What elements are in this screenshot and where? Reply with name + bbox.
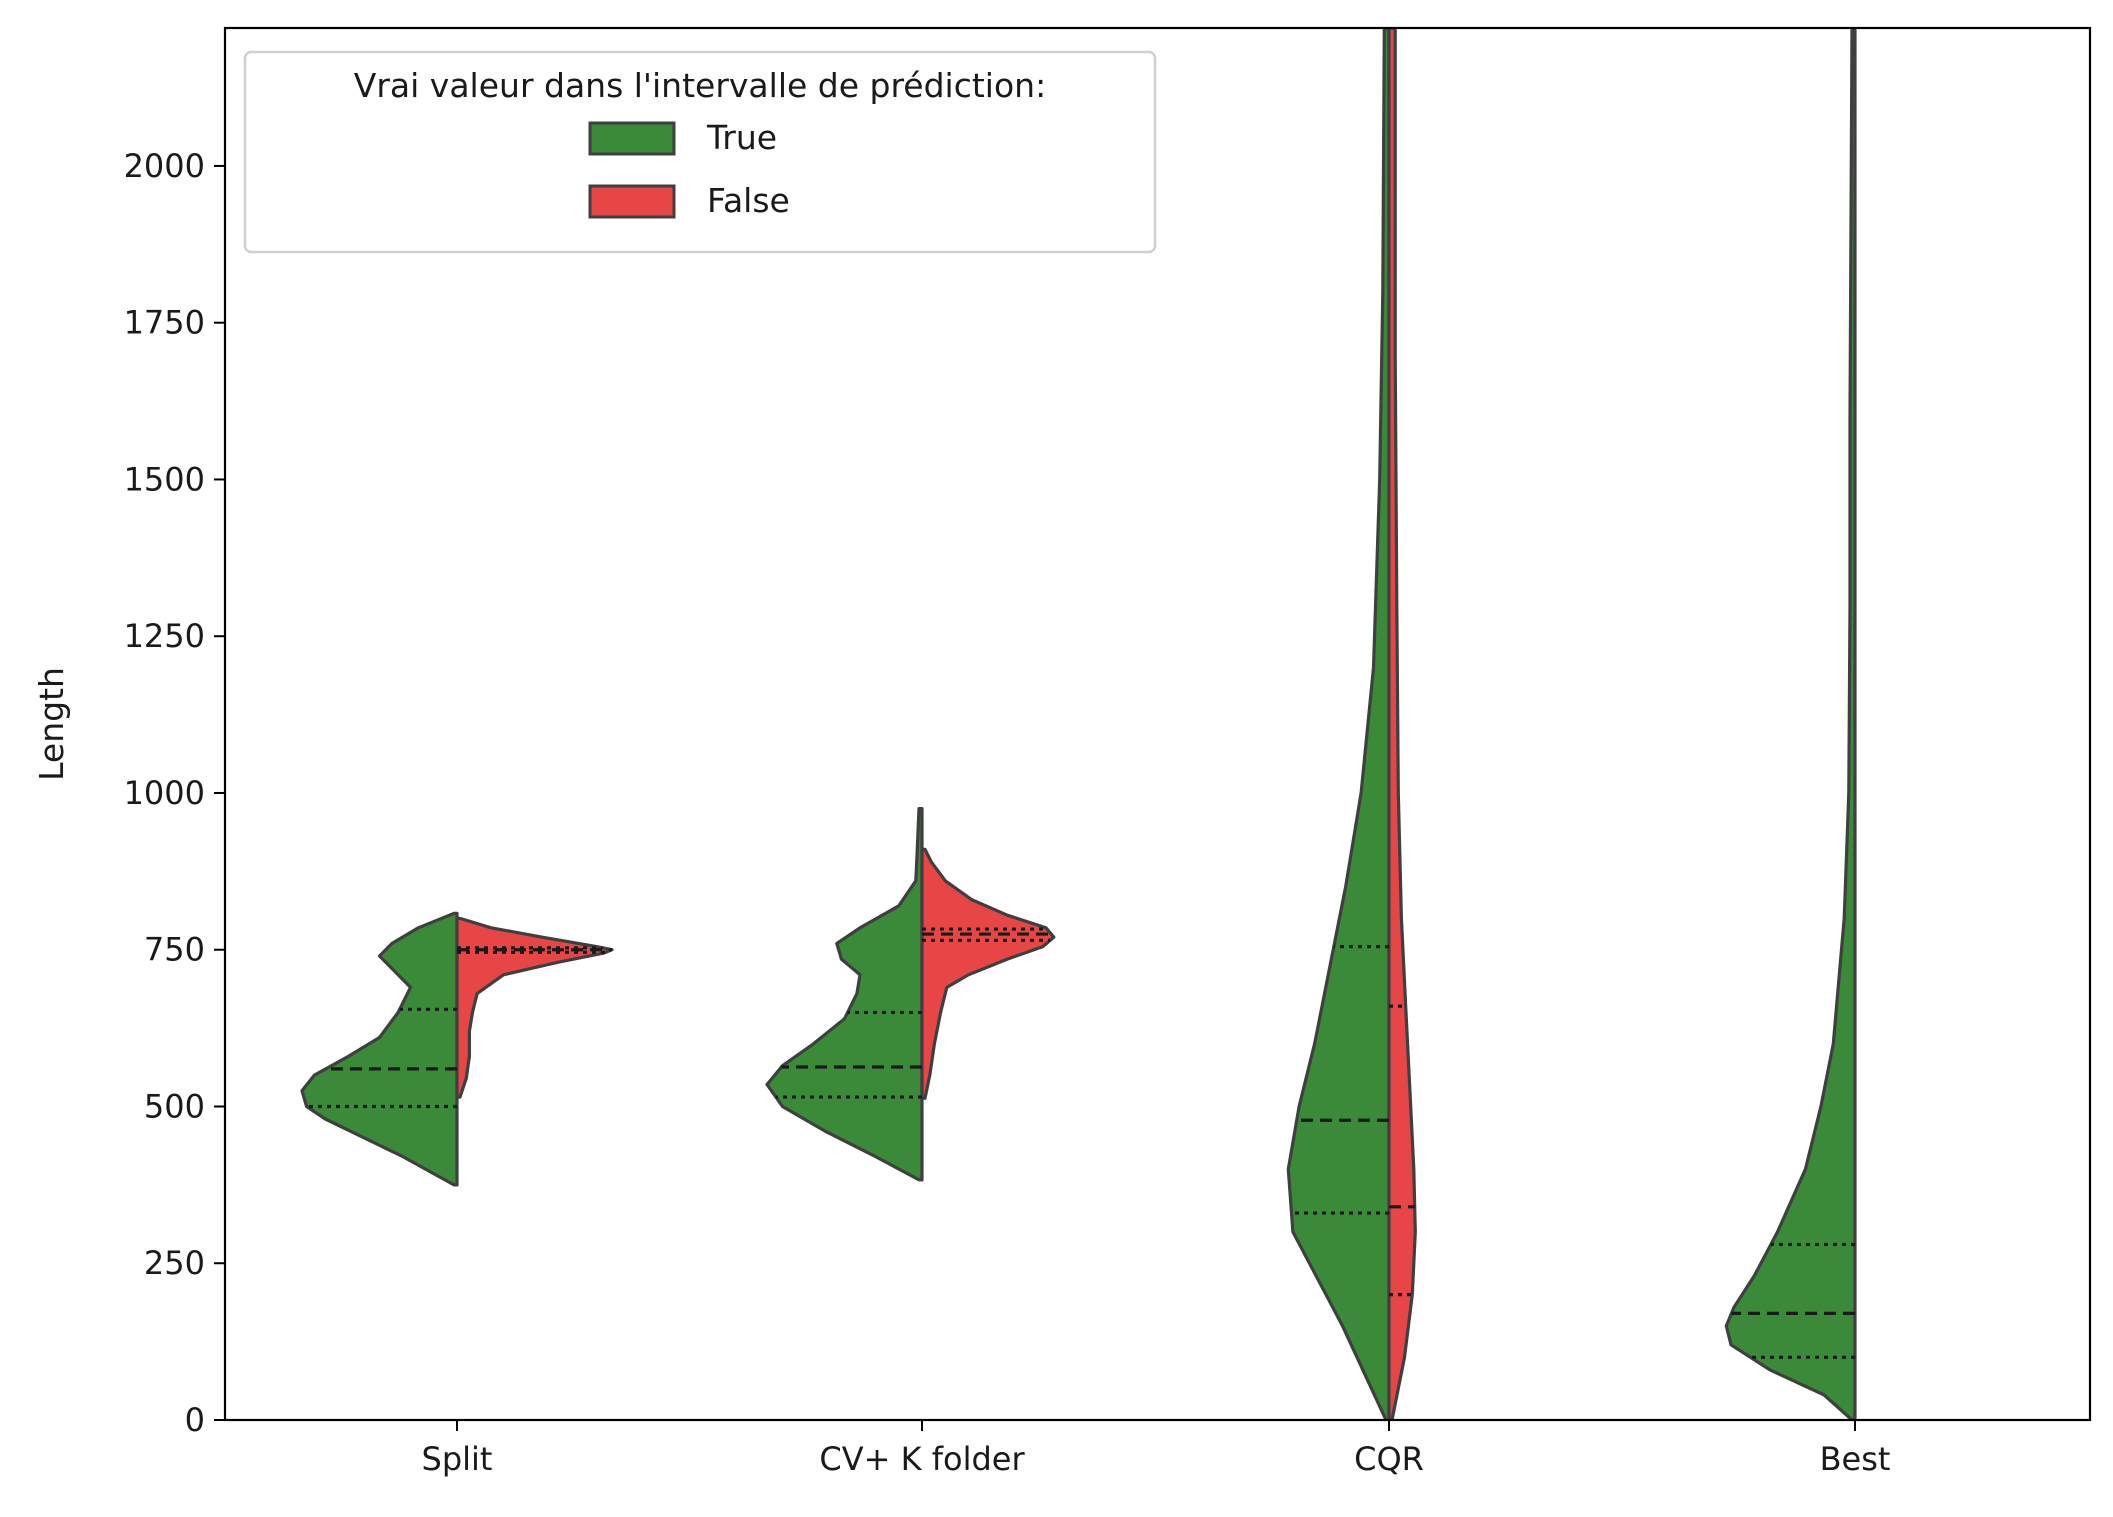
plot-frame — [223, 26, 2092, 1422]
legend-box — [243, 50, 1157, 254]
legend: Vrai valeur dans l'intervalle de prédict… — [243, 50, 1157, 254]
legend-swatch-true — [588, 121, 676, 156]
x-tick-label-split: Split — [422, 1440, 493, 1478]
violin-cqr-false — [1387, 28, 1417, 1420]
violin-best-true — [1724, 28, 1857, 1420]
y-tick-label-1000: 1000 — [124, 774, 205, 812]
legend-label-false: False — [707, 181, 790, 220]
violin-cqr-true — [1286, 28, 1391, 1420]
y-axis-label: Length — [32, 667, 71, 781]
x-tick-label-cv-k-folder: CV+ K folder — [819, 1440, 1025, 1478]
x-axis: Split CV+ K folder CQR Best — [422, 1420, 1891, 1478]
violin-split-true — [300, 911, 459, 1187]
y-tick-label-250: 250 — [144, 1244, 205, 1282]
y-tick-label-1500: 1500 — [124, 460, 205, 498]
x-tick-label-cqr: CQR — [1354, 1440, 1424, 1478]
violin-layer — [300, 28, 1857, 1420]
y-tick-label-2000: 2000 — [124, 147, 205, 185]
y-axis: 0 250 500 750 1000 1250 1500 1750 2000 — [124, 147, 225, 1439]
violin-cv-k-folder-true — [765, 807, 924, 1182]
x-tick-label-best: Best — [1820, 1440, 1891, 1478]
quartile-lines-layer — [306, 927, 1855, 1359]
violin-split-false — [455, 916, 614, 1099]
legend-swatch-false — [588, 184, 676, 219]
y-tick-label-1250: 1250 — [124, 617, 205, 655]
legend-label-true: True — [706, 118, 777, 157]
y-tick-label-1750: 1750 — [124, 304, 205, 342]
y-tick-label-750: 750 — [144, 931, 205, 969]
y-tick-label-500: 500 — [144, 1087, 205, 1125]
legend-title: Vrai valeur dans l'intervalle de prédict… — [354, 66, 1046, 105]
y-tick-label-0: 0 — [185, 1401, 205, 1439]
